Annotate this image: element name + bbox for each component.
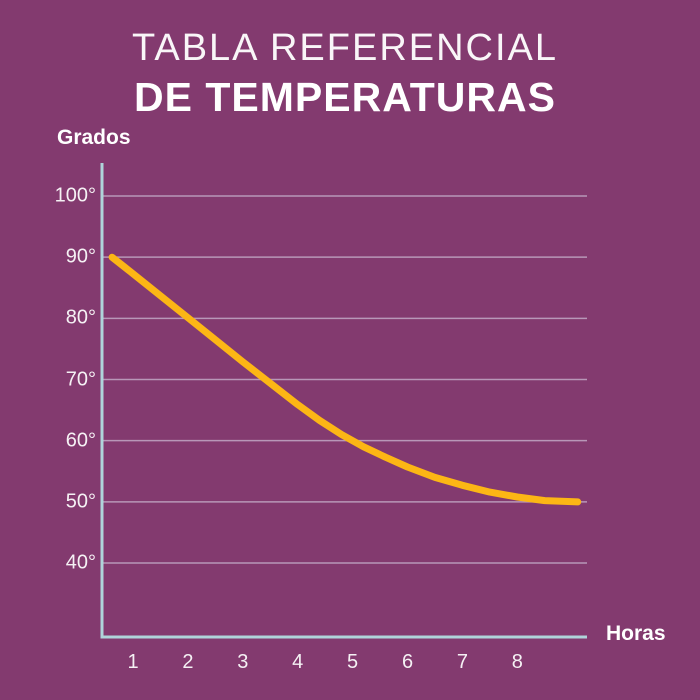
y-tick-label-80: 80° <box>65 306 96 329</box>
x-tick-label-3: 3 <box>237 651 249 673</box>
x-tick-label-6: 6 <box>401 651 414 673</box>
y-tick-label-40: 40° <box>65 551 96 574</box>
x-tick-label-4: 4 <box>292 651 304 673</box>
x-axis-title: Horas <box>606 622 666 645</box>
axes <box>100 163 587 639</box>
y-tick-label-90: 90° <box>65 245 96 268</box>
x-tick-label-1: 1 <box>127 651 139 673</box>
page-title: TABLA REFERENCIAL <box>131 27 559 69</box>
y-tick-label-50: 50° <box>65 490 96 513</box>
y-tick-label-70: 70° <box>65 368 96 390</box>
y-tick-label-100: 100° <box>54 184 96 207</box>
x-tick-label-8: 8 <box>511 651 523 673</box>
temperature-curve <box>108 253 582 506</box>
x-tick-label-2: 2 <box>182 651 194 673</box>
gridlines <box>103 195 587 564</box>
x-tick-label-5: 5 <box>347 651 359 673</box>
x-tick-label-7: 7 <box>456 651 468 673</box>
y-tick-label-60: 60° <box>65 429 96 452</box>
page-subtitle: DE TEMPERATURAS <box>134 74 556 120</box>
y-axis-title: Grados <box>57 126 131 149</box>
